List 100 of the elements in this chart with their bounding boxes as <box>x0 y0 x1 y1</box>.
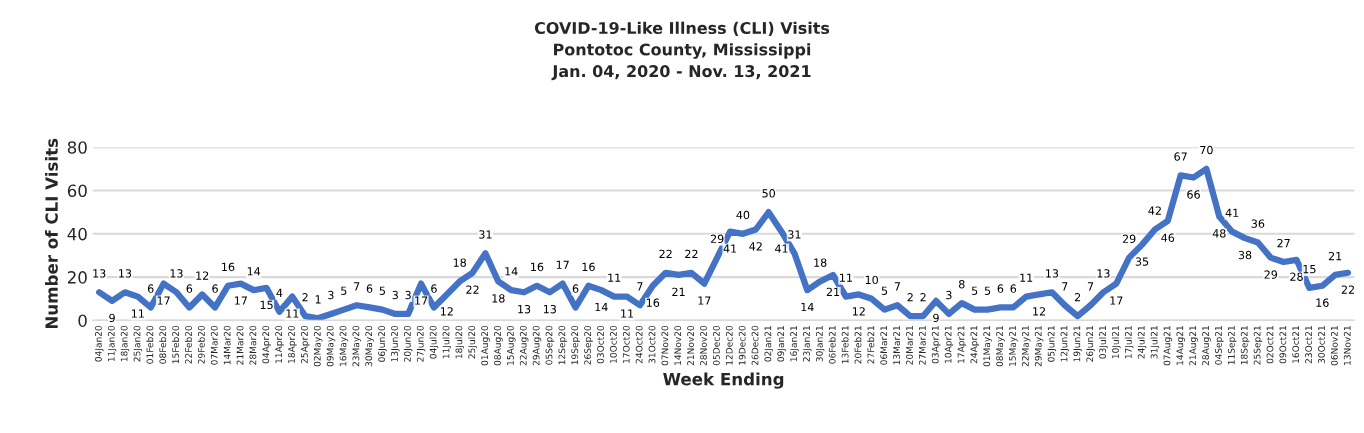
x-tick-label: 28Mar20 <box>249 325 257 365</box>
data-label: 6 <box>431 284 437 293</box>
data-label: 12 <box>852 307 865 316</box>
data-label: 31 <box>788 230 801 239</box>
x-tick-label: 22May21 <box>1021 326 1031 367</box>
data-label: 48 <box>1212 229 1226 238</box>
x-tick-label: 30Jan21 <box>815 326 825 362</box>
data-label: 50 <box>762 189 775 198</box>
data-label: 14 <box>801 302 814 312</box>
x-tick-label: 02May20 <box>313 325 323 367</box>
data-label: 3 <box>946 290 952 300</box>
x-tick-label: 01May21 <box>983 326 992 367</box>
data-label: 14 <box>595 302 608 312</box>
data-label: 36 <box>1251 219 1265 228</box>
data-label: 2 <box>1074 293 1081 302</box>
y-tick-label: 60 <box>67 184 87 198</box>
x-tick-label: 23May20 <box>352 325 362 367</box>
data-label: 4 <box>276 288 283 297</box>
data-label: 8 <box>959 280 965 289</box>
data-label: 17 <box>556 260 569 269</box>
data-label: 40 <box>736 210 750 220</box>
x-tick-label: 31Jul21 <box>1150 326 1160 359</box>
x-tick-label: 29Feb20 <box>197 325 205 364</box>
data-label: 2 <box>920 293 926 302</box>
x-tick-label: 21Aug21 <box>1189 326 1198 366</box>
data-label: 7 <box>637 282 643 291</box>
y-tick-label: 40 <box>67 227 87 241</box>
x-tick-label: 17Apr21 <box>957 326 967 363</box>
y-tick-label: 80 <box>67 141 87 154</box>
x-tick-label: 12Sep20 <box>558 325 568 365</box>
x-tick-label: 09Jan21 <box>777 326 786 362</box>
x-tick-label: 27Mar21 <box>918 326 926 365</box>
x-tick-label: 11Jul20 <box>442 325 452 359</box>
x-tick-label: 24Apr21 <box>970 326 980 364</box>
x-tick-label: 29Aug20 <box>532 325 542 366</box>
x-tick-label: 18Apr20 <box>288 325 297 363</box>
data-label: 29 <box>1122 234 1136 243</box>
data-label: 17 <box>234 296 247 305</box>
data-label: 67 <box>1174 152 1187 161</box>
data-label: 3 <box>405 290 411 300</box>
x-tick-label: 16May20 <box>339 325 349 366</box>
x-tick-label: 31Oct20 <box>648 325 656 364</box>
data-label: 22 <box>685 249 698 258</box>
x-tick-label: 21Mar20 <box>236 325 244 365</box>
data-label: 16 <box>531 262 544 272</box>
x-tick-label: 30May20 <box>365 325 374 367</box>
data-label: 18 <box>453 258 466 267</box>
data-label: 2 <box>302 293 308 302</box>
data-label: 9 <box>933 313 939 323</box>
x-tick-label: 25Jul20 <box>468 325 477 359</box>
x-tick-label: 03Jul21 <box>1099 326 1108 359</box>
x-tick-label: 07Nov20 <box>661 325 669 366</box>
data-label: 6 <box>147 284 154 293</box>
data-label: 12 <box>196 271 209 280</box>
x-tick-label: 17Jul21 <box>1124 326 1134 359</box>
data-label: 6 <box>997 284 1004 293</box>
x-tick-label: 26Dec20 <box>751 325 759 366</box>
data-label: 22 <box>659 249 672 258</box>
data-label: 12 <box>1033 307 1045 316</box>
data-label: 11 <box>131 309 144 318</box>
x-tick-label: 01Feb20 <box>146 325 154 364</box>
data-label: 22 <box>1341 285 1354 294</box>
x-tick-label: 29May21 <box>1034 326 1044 367</box>
data-label: 29 <box>1264 270 1278 279</box>
data-label: 7 <box>1087 282 1094 291</box>
x-tick-label: 01Aug20 <box>481 325 490 366</box>
data-label: 16 <box>1316 298 1329 307</box>
data-label: 17 <box>1110 296 1123 305</box>
x-tick-label: 03Apr21 <box>931 326 941 364</box>
data-label: 14 <box>247 267 261 276</box>
data-label: 21 <box>672 287 685 296</box>
data-label: 13 <box>1097 269 1110 278</box>
x-tick-label: 28Nov20 <box>700 325 707 366</box>
data-label: 18 <box>492 294 505 303</box>
x-tick-label: 26Jun21 <box>1086 326 1095 362</box>
data-label: 13 <box>1046 269 1059 278</box>
data-label: 17 <box>157 296 170 305</box>
data-label: 41 <box>1225 208 1239 217</box>
data-label: 6 <box>1010 284 1017 293</box>
x-tick-label: 23Oct21 <box>1305 326 1313 364</box>
x-tick-label: 25Apr20 <box>300 325 310 364</box>
data-label: 9 <box>109 313 115 323</box>
x-tick-label: 11Sep21 <box>1227 326 1237 365</box>
data-label: 28 <box>1290 272 1303 281</box>
data-label: 42 <box>749 242 762 251</box>
data-label: 10 <box>865 275 878 285</box>
data-label: 41 <box>775 244 788 253</box>
x-tick-label: 17Oct20 <box>622 325 630 363</box>
x-tick-label: 23Jan21 <box>803 326 812 362</box>
data-label: 17 <box>415 296 428 305</box>
data-label: 17 <box>698 296 711 305</box>
x-tick-label: 06Nov21 <box>1330 326 1338 366</box>
x-tick-label: 18Jan20 <box>120 325 130 362</box>
data-label: 29 <box>710 234 724 243</box>
data-label: 11 <box>621 309 634 318</box>
data-label: 70 <box>1200 145 1213 155</box>
x-tick-label: 08May21 <box>996 326 1005 367</box>
y-axis-title: Number of CLI Visits <box>45 138 58 329</box>
data-label: 31 <box>479 230 492 239</box>
data-label: 7 <box>894 282 900 291</box>
